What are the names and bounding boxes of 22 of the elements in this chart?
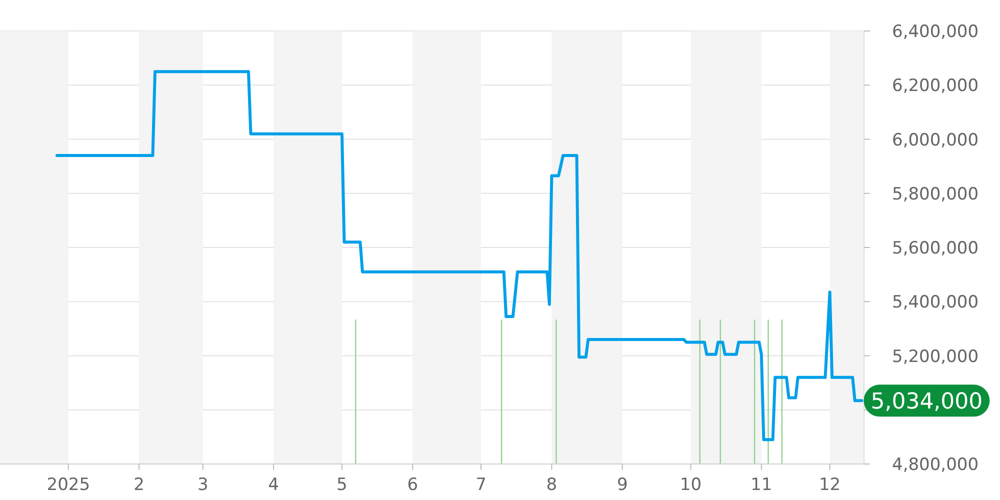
x-tick-label: 2025: [46, 475, 90, 496]
x-tick-label: 8: [546, 475, 558, 496]
y-tick-label: 5,800,000: [892, 184, 979, 204]
y-tick-label: 6,400,000: [892, 22, 979, 42]
x-tick-label: 5: [336, 475, 348, 496]
x-tick-label: 4: [268, 475, 279, 496]
x-tick-label: 2: [134, 475, 144, 496]
y-tick-label: 5,600,000: [892, 238, 979, 259]
x-tick-label: 9: [616, 475, 628, 496]
y-tick-label: 5,400,000: [892, 292, 979, 313]
y-tick-label: 5,200,000: [892, 346, 979, 367]
x-tick-label: 12: [818, 475, 841, 496]
x-tick-label: 10: [680, 475, 702, 496]
x-tick-label: 11: [750, 475, 772, 496]
line-series: [55, 70, 864, 442]
y-tick-label: 4,800,000: [892, 455, 979, 476]
x-tick-label: 7: [476, 475, 486, 496]
x-tick-label: 6: [407, 475, 418, 496]
y-tick-label: 6,000,000: [892, 130, 979, 150]
annotation: 5,034,000: [870, 390, 983, 415]
x-tick-label: 3: [197, 475, 208, 496]
y-tick-label: 6,200,000: [892, 76, 979, 96]
